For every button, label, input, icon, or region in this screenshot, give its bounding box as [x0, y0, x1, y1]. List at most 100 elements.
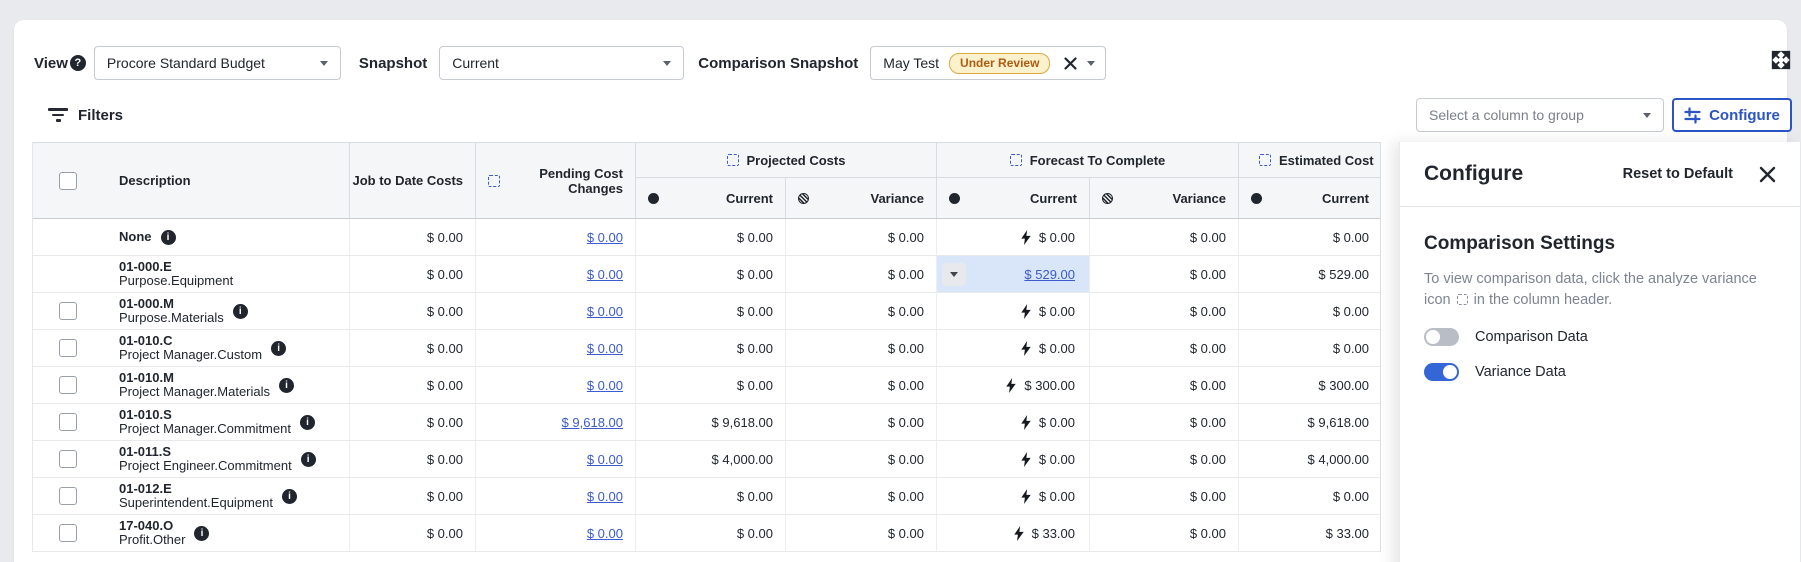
comparison-snapshot-label: Comparison Snapshot [698, 54, 859, 72]
group-column-select[interactable]: Select a column to group [1416, 98, 1664, 132]
info-icon[interactable]: i [300, 451, 316, 467]
pending-cost-link[interactable]: $ 0.00 [586, 303, 623, 319]
clear-comparison-icon[interactable] [1064, 56, 1078, 70]
info-icon[interactable]: i [279, 377, 295, 393]
pending-cost-link[interactable]: $ 0.00 [586, 377, 623, 393]
column-group-estimated[interactable]: Estimated Cost [1238, 143, 1381, 178]
configure-button[interactable]: Configure [1672, 98, 1792, 132]
view-select[interactable]: Procore Standard Budget [93, 46, 341, 80]
description-cell: 01-012.E Superintendent.Equipment i [102, 478, 349, 514]
forecast-current-cell: $ 0.00 [936, 330, 1089, 366]
info-icon[interactable]: i [271, 340, 287, 356]
chevron-down-icon [319, 60, 328, 66]
pending-cost-link[interactable]: $ 0.00 [586, 451, 623, 467]
row-checkbox[interactable] [58, 413, 77, 431]
cost-code: 01-011.S [119, 443, 172, 459]
pending-cost-cell: $ 0.00 [475, 515, 635, 551]
row-checkbox[interactable] [58, 524, 77, 542]
pending-cost-link[interactable]: $ 9,618.00 [561, 414, 623, 430]
filters-button[interactable]: Filters [48, 100, 123, 130]
forecast-current-cell: $ 33.00 [936, 515, 1089, 551]
row-checkbox[interactable] [58, 339, 77, 357]
comparison-snapshot-select[interactable]: May Test Under Review [870, 46, 1107, 80]
select-all-checkbox[interactable] [33, 143, 102, 218]
row-checkbox-cell[interactable] [33, 367, 102, 403]
pending-cost-cell: $ 0.00 [475, 330, 635, 366]
row-checkbox-cell[interactable] [33, 293, 102, 329]
subcolumn-forecast-current[interactable]: Current [936, 178, 1089, 218]
forecast-variance-cell: $ 0.00 [1089, 441, 1238, 477]
job-to-date-cell: $ 0.00 [349, 293, 475, 329]
auto-calculated-bolt-icon [1021, 488, 1031, 504]
variance-dot-icon [1102, 192, 1113, 204]
cost-code-name: Profit.Other [119, 532, 186, 547]
projected-current-cell: $ 0.00 [635, 515, 785, 551]
projected-current-cell: $ 0.00 [635, 367, 785, 403]
description-cell: None i [102, 219, 349, 255]
pending-cost-link[interactable]: $ 0.00 [586, 266, 623, 282]
projected-variance-cell: $ 0.00 [785, 478, 936, 514]
projected-variance-cell: $ 0.00 [785, 441, 936, 477]
comparison-data-toggle[interactable] [1424, 328, 1459, 346]
help-icon[interactable]: ? [69, 55, 86, 71]
fullscreen-button[interactable] [1769, 48, 1793, 72]
snapshot-select[interactable]: Current [439, 46, 685, 80]
pending-cost-link[interactable]: $ 0.00 [586, 488, 623, 504]
cost-code: 01-010.S [119, 406, 172, 422]
row-checkbox-cell[interactable] [33, 330, 102, 366]
column-header-pending[interactable]: Pending Cost Changes [475, 143, 635, 218]
close-icon[interactable] [1759, 166, 1776, 183]
column-header-description[interactable]: Description [119, 173, 191, 188]
info-icon[interactable]: i [160, 229, 176, 245]
column-group-forecast[interactable]: Forecast To Complete [936, 143, 1238, 178]
chevron-down-icon [1643, 112, 1651, 118]
chevron-down-icon[interactable] [1087, 60, 1096, 66]
forecast-variance-cell: $ 0.00 [1089, 219, 1238, 255]
subcolumn-projected-variance[interactable]: Variance [785, 178, 936, 218]
chevron-down-icon [663, 60, 672, 66]
row-checkbox-cell[interactable] [33, 515, 102, 551]
variance-data-toggle[interactable] [1424, 363, 1459, 381]
row-checkbox-cell[interactable] [33, 441, 102, 477]
analyze-variance-icon[interactable] [726, 154, 739, 166]
info-icon[interactable]: i [281, 488, 297, 504]
info-icon[interactable]: i [299, 414, 315, 430]
row-checkbox[interactable] [58, 302, 77, 320]
forecast-current-link[interactable]: $ 529.00 [1024, 266, 1075, 282]
pending-cost-link[interactable]: $ 0.00 [586, 229, 623, 245]
analyze-variance-icon[interactable] [1009, 154, 1022, 166]
row-checkbox-cell[interactable] [33, 478, 102, 514]
pending-cost-link[interactable]: $ 0.00 [586, 340, 623, 356]
row-checkbox-cell [33, 256, 102, 292]
row-checkbox[interactable] [58, 376, 77, 394]
forecast-current-cell: $ 0.00 [936, 219, 1089, 255]
info-icon[interactable]: i [232, 303, 248, 319]
table-row: 01-012.E Superintendent.Equipment i $ 0.00 $… [33, 478, 1380, 515]
description-cell: 01-010.C Project Manager.Custom i [102, 330, 349, 366]
analyze-variance-icon[interactable] [488, 174, 500, 187]
analyze-variance-icon[interactable] [1259, 154, 1271, 166]
cost-code-name: Project Manager.Materials [119, 384, 271, 399]
job-to-date-cell: $ 0.00 [349, 404, 475, 440]
subcolumn-forecast-variance[interactable]: Variance [1089, 178, 1238, 218]
reset-to-default-button[interactable]: Reset to Default [1622, 166, 1733, 182]
subcolumn-projected-current[interactable]: Current [635, 178, 785, 218]
forecast-variance-cell: $ 0.00 [1089, 515, 1238, 551]
column-group-projected[interactable]: Projected Costs [635, 143, 936, 178]
row-checkbox-cell[interactable] [33, 404, 102, 440]
comparison-settings-title: Comparison Settings [1424, 233, 1616, 254]
info-icon[interactable]: i [194, 525, 210, 541]
cost-code: None [119, 228, 152, 244]
pending-cost-link[interactable]: $ 0.00 [586, 525, 623, 541]
sliders-icon [1684, 106, 1701, 124]
comparison-settings-description: To view comparison data, click the analy… [1424, 271, 1757, 308]
row-checkbox[interactable] [58, 487, 77, 505]
snapshot-select-value: Current [452, 55, 499, 71]
row-checkbox[interactable] [58, 450, 77, 468]
forecast-dropdown-button[interactable] [942, 262, 966, 286]
subcolumn-estimated-current[interactable]: Current [1238, 178, 1381, 218]
forecast-variance-cell: $ 0.00 [1089, 330, 1238, 366]
column-header-job-to-date[interactable]: Job to Date Costs [349, 143, 475, 218]
job-to-date-cell: $ 0.00 [349, 330, 475, 366]
cost-code-name: Superintendent.Equipment [119, 495, 273, 510]
